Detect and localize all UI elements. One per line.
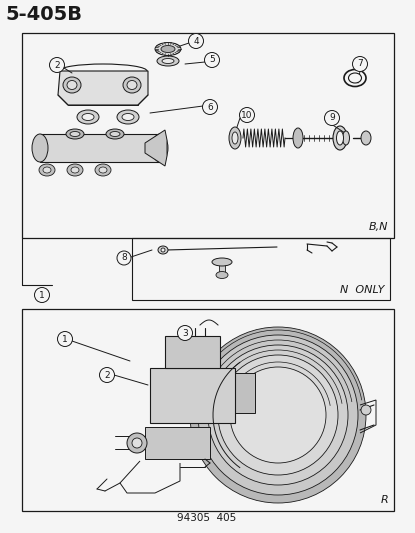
- Ellipse shape: [63, 77, 81, 93]
- Bar: [40, 134, 160, 162]
- Circle shape: [188, 34, 203, 49]
- Circle shape: [203, 100, 217, 115]
- Text: 5-405B: 5-405B: [5, 5, 82, 24]
- Ellipse shape: [216, 271, 228, 279]
- Ellipse shape: [66, 129, 84, 139]
- Text: 10: 10: [241, 110, 253, 119]
- Circle shape: [178, 326, 193, 341]
- Ellipse shape: [361, 131, 371, 145]
- Ellipse shape: [293, 128, 303, 148]
- Ellipse shape: [161, 248, 165, 252]
- Ellipse shape: [95, 164, 111, 176]
- Bar: [132, 238, 390, 300]
- Bar: [150, 368, 235, 423]
- Ellipse shape: [162, 59, 174, 63]
- Circle shape: [198, 335, 358, 495]
- Ellipse shape: [39, 164, 55, 176]
- Ellipse shape: [117, 110, 139, 124]
- Bar: [235, 373, 255, 413]
- Text: 2: 2: [104, 370, 110, 379]
- Ellipse shape: [110, 132, 120, 136]
- Text: R: R: [380, 495, 388, 505]
- Ellipse shape: [70, 132, 80, 136]
- Circle shape: [239, 108, 254, 123]
- Circle shape: [230, 367, 326, 463]
- Circle shape: [34, 287, 49, 303]
- Circle shape: [352, 56, 368, 71]
- Ellipse shape: [232, 132, 238, 144]
- Ellipse shape: [82, 114, 94, 120]
- Bar: [145, 427, 210, 459]
- Circle shape: [361, 405, 371, 415]
- Ellipse shape: [123, 77, 141, 93]
- Text: 94305  405: 94305 405: [177, 513, 237, 523]
- Circle shape: [58, 332, 73, 346]
- Ellipse shape: [132, 438, 142, 448]
- Ellipse shape: [43, 167, 51, 173]
- Text: 2: 2: [54, 61, 60, 69]
- Ellipse shape: [99, 167, 107, 173]
- Polygon shape: [145, 130, 167, 166]
- Ellipse shape: [212, 258, 232, 266]
- Text: 6: 6: [207, 102, 213, 111]
- Bar: [22, 33, 394, 238]
- Text: B,N: B,N: [369, 222, 388, 232]
- Ellipse shape: [106, 129, 124, 139]
- Ellipse shape: [32, 134, 48, 162]
- Ellipse shape: [158, 246, 168, 254]
- Text: 1: 1: [39, 290, 45, 300]
- Ellipse shape: [333, 126, 347, 150]
- Ellipse shape: [67, 164, 83, 176]
- Ellipse shape: [77, 110, 99, 124]
- Circle shape: [218, 355, 338, 475]
- Ellipse shape: [161, 45, 175, 52]
- Bar: [219, 262, 225, 275]
- Text: 9: 9: [329, 114, 335, 123]
- Text: 3: 3: [182, 328, 188, 337]
- Text: 8: 8: [121, 254, 127, 262]
- Circle shape: [325, 110, 339, 125]
- Ellipse shape: [337, 131, 344, 145]
- Ellipse shape: [229, 127, 241, 149]
- Ellipse shape: [157, 56, 179, 66]
- Text: N  ONLY: N ONLY: [339, 285, 384, 295]
- Ellipse shape: [127, 433, 147, 453]
- Ellipse shape: [127, 80, 137, 90]
- Ellipse shape: [67, 80, 77, 90]
- Circle shape: [190, 327, 366, 503]
- Text: 1: 1: [62, 335, 68, 343]
- Ellipse shape: [155, 43, 181, 55]
- Circle shape: [117, 251, 131, 265]
- Ellipse shape: [122, 114, 134, 120]
- Text: 5: 5: [209, 55, 215, 64]
- Text: 7: 7: [357, 60, 363, 69]
- Circle shape: [49, 58, 64, 72]
- Ellipse shape: [71, 167, 79, 173]
- Text: 4: 4: [193, 36, 199, 45]
- Circle shape: [100, 367, 115, 383]
- Bar: [22, 309, 394, 511]
- Ellipse shape: [152, 134, 168, 162]
- Circle shape: [208, 345, 348, 485]
- Polygon shape: [58, 71, 148, 105]
- Ellipse shape: [342, 131, 349, 145]
- Circle shape: [205, 52, 220, 68]
- Bar: [165, 336, 220, 368]
- Ellipse shape: [349, 73, 361, 83]
